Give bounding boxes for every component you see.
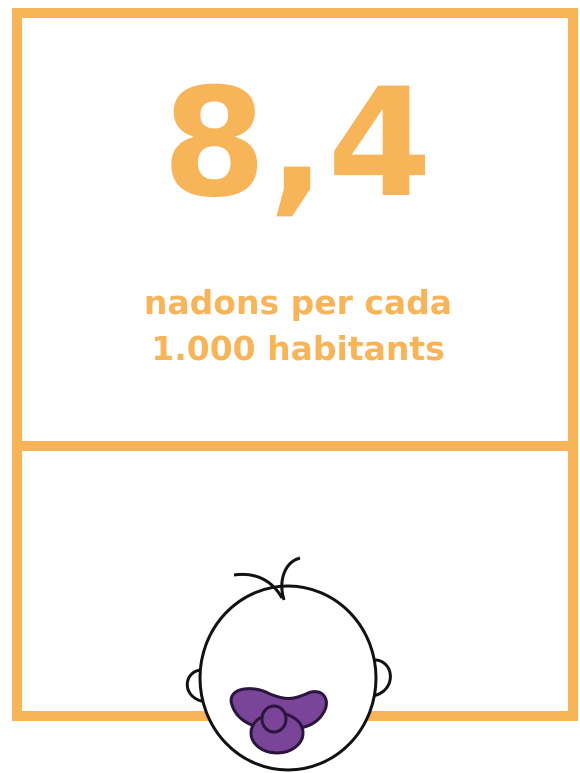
caption-line: nadons per cada (144, 283, 452, 322)
figure-value: 8,4 (162, 57, 434, 231)
baby-face (185, 556, 392, 772)
caption-line: 1.000 habitants (151, 329, 445, 368)
